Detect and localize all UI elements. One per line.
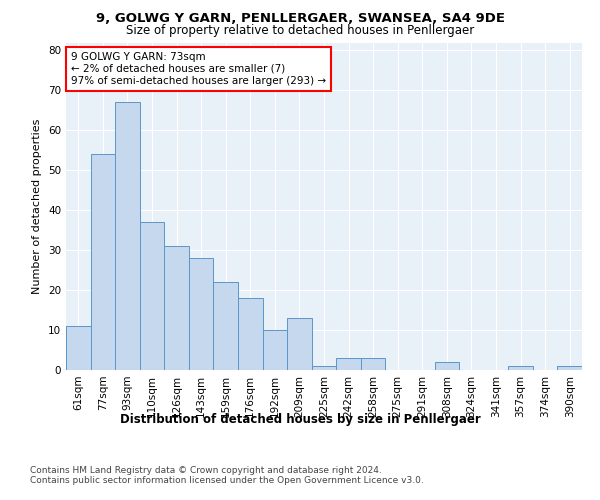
Text: Size of property relative to detached houses in Penllergaer: Size of property relative to detached ho… [126,24,474,37]
Bar [238,298,263,370]
Bar [115,102,140,370]
Text: Contains HM Land Registry data © Crown copyright and database right 2024.: Contains HM Land Registry data © Crown c… [30,466,382,475]
Bar [557,366,582,370]
Text: Distribution of detached houses by size in Penllergaer: Distribution of detached houses by size … [119,412,481,426]
Bar [189,258,214,370]
Bar [508,366,533,370]
Text: 9 GOLWG Y GARN: 73sqm
← 2% of detached houses are smaller (7)
97% of semi-detach: 9 GOLWG Y GARN: 73sqm ← 2% of detached h… [71,52,326,86]
Bar [312,366,336,370]
Bar [66,326,91,370]
Bar [336,358,361,370]
Bar [164,246,189,370]
Bar [214,282,238,370]
Text: Contains public sector information licensed under the Open Government Licence v3: Contains public sector information licen… [30,476,424,485]
Bar [140,222,164,370]
Text: 9, GOLWG Y GARN, PENLLERGAER, SWANSEA, SA4 9DE: 9, GOLWG Y GARN, PENLLERGAER, SWANSEA, S… [95,12,505,26]
Bar [434,362,459,370]
Bar [91,154,115,370]
Bar [287,318,312,370]
Y-axis label: Number of detached properties: Number of detached properties [32,118,43,294]
Bar [263,330,287,370]
Bar [361,358,385,370]
